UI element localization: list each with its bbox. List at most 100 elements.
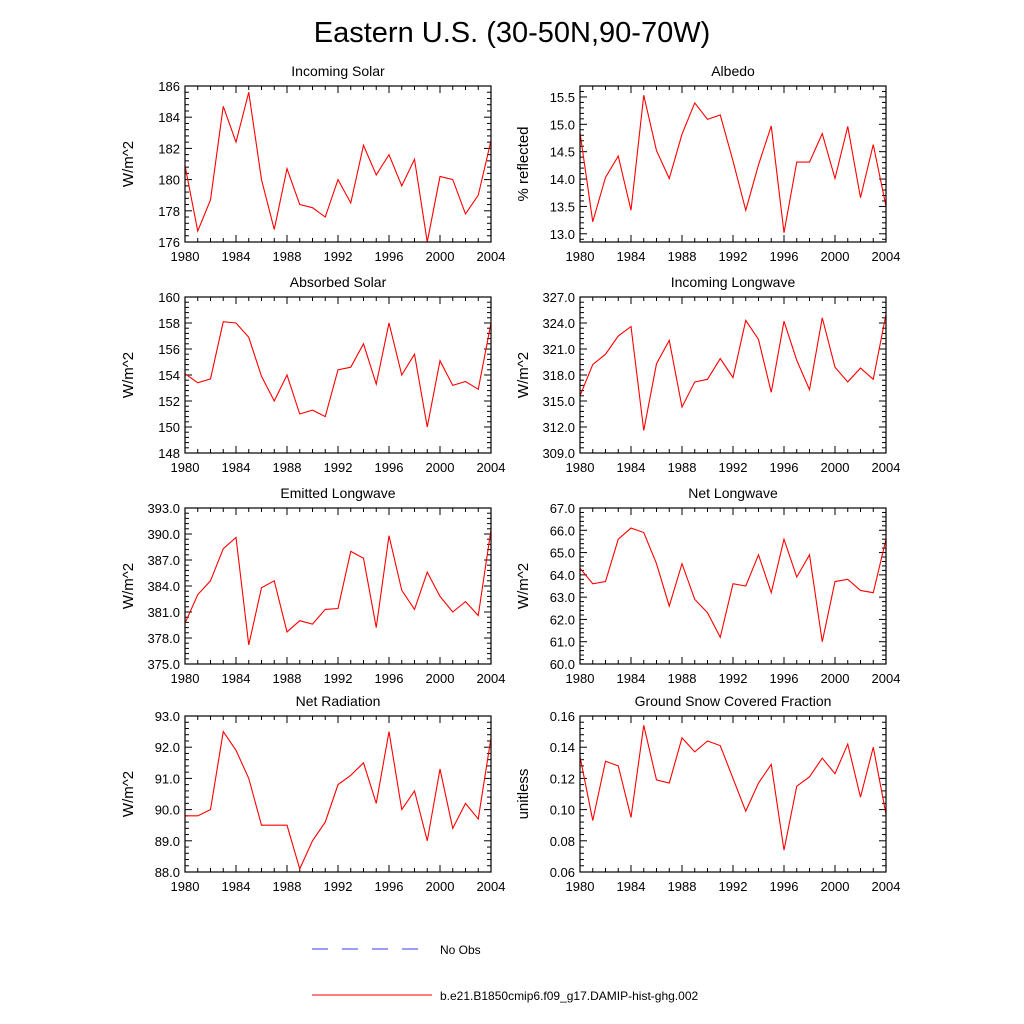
x-tick-label: 1980 xyxy=(171,460,200,475)
y-tick-label: 13.5 xyxy=(550,199,575,214)
plot-frame xyxy=(184,296,492,454)
y-axis-label: W/m^2 xyxy=(120,352,137,398)
x-tick-label: 2000 xyxy=(821,879,850,894)
x-tick-label: 1984 xyxy=(617,879,646,894)
y-tick-label: 66.0 xyxy=(550,523,575,538)
chart-panel: Incoming Solar W/m^2 1980 1984 1988 1992 1996 2… xyxy=(120,63,505,264)
y-tick-label: 152 xyxy=(158,394,180,409)
plot-frame xyxy=(579,85,887,243)
x-tick-label: 1980 xyxy=(566,460,595,475)
series-line xyxy=(185,730,492,871)
y-tick-label: 150 xyxy=(158,420,180,435)
plot-frame xyxy=(184,715,492,873)
legend: No Obs b.e21.B1850cmip6.f09_g17.DAMIP-hi… xyxy=(312,943,698,1003)
plot-frame xyxy=(184,85,492,243)
x-tick-label: 1988 xyxy=(668,879,697,894)
x-tick-label: 1988 xyxy=(273,460,302,475)
y-tick-label: 327.0 xyxy=(542,290,575,305)
y-axis-label: % reflected xyxy=(515,126,532,201)
y-tick-label: 321.0 xyxy=(542,342,575,357)
panel-title: Albedo xyxy=(711,63,755,79)
chart-panel: Emitted Longwave W/m^2 1980 1984 1988 1992 199… xyxy=(120,485,505,686)
y-tick-label: 65.0 xyxy=(550,546,575,561)
y-tick-label: 0.08 xyxy=(550,834,575,849)
x-tick-label: 1992 xyxy=(719,460,748,475)
x-tick-label: 1992 xyxy=(324,671,353,686)
x-tick-label: 1992 xyxy=(719,879,748,894)
y-axis-label: W/m^2 xyxy=(120,771,137,817)
x-tick-label: 1980 xyxy=(566,879,595,894)
y-axis-label: W/m^2 xyxy=(515,352,532,398)
y-tick-label: 91.0 xyxy=(155,771,180,786)
plot-frame xyxy=(579,507,887,665)
series-line xyxy=(184,529,492,646)
y-axis-label: W/m^2 xyxy=(120,141,137,187)
x-tick-label: 1996 xyxy=(770,460,799,475)
x-tick-label: 1988 xyxy=(273,671,302,686)
series-line xyxy=(579,527,887,642)
x-tick-label: 2000 xyxy=(821,249,850,264)
series-line xyxy=(579,725,887,851)
chart-panel: Albedo % reflected 1980 1984 1988 1992 1996 200… xyxy=(515,63,900,264)
series-line xyxy=(184,321,492,428)
plot-frame xyxy=(579,715,887,873)
y-axis-label: W/m^2 xyxy=(120,563,137,609)
series-line xyxy=(579,95,887,233)
y-tick-label: 315.0 xyxy=(542,394,575,409)
x-tick-label: 1980 xyxy=(566,249,595,264)
x-tick-label: 2000 xyxy=(426,460,455,475)
x-tick-label: 2000 xyxy=(426,879,455,894)
x-tick-label: 1984 xyxy=(222,460,251,475)
x-tick-label: 1996 xyxy=(375,879,404,894)
chart-panels: Incoming Solar W/m^2 1980 1984 1988 1992 1996 2… xyxy=(120,63,900,894)
legend-model-label: b.e21.B1850cmip6.f09_g17.DAMIP-hist-ghg.… xyxy=(440,989,698,1003)
figure-title: Eastern U.S. (30-50N,90-70W) xyxy=(314,17,710,49)
x-tick-label: 2000 xyxy=(426,249,455,264)
series-line xyxy=(184,92,492,243)
y-tick-label: 13.0 xyxy=(550,227,575,242)
x-tick-label: 1992 xyxy=(324,460,353,475)
y-tick-label: 312.0 xyxy=(542,420,575,435)
x-tick-label: 2004 xyxy=(477,879,506,894)
x-tick-label: 2000 xyxy=(821,671,850,686)
x-tick-label: 1988 xyxy=(668,671,697,686)
x-tick-label: 1980 xyxy=(171,879,200,894)
y-tick-label: 15.5 xyxy=(550,90,575,105)
x-tick-label: 1992 xyxy=(324,249,353,264)
panel-title: Incoming Solar xyxy=(291,63,385,79)
x-tick-label: 1984 xyxy=(222,671,251,686)
y-tick-label: 0.10 xyxy=(550,803,575,818)
y-tick-label: 15.0 xyxy=(550,117,575,132)
y-tick-label: 393.0 xyxy=(147,501,180,516)
x-tick-label: 2004 xyxy=(477,671,506,686)
y-tick-label: 62.0 xyxy=(550,612,575,627)
y-tick-label: 324.0 xyxy=(542,316,575,331)
chart-panel: Ground Snow Covered Fraction unitless 1980… xyxy=(515,693,900,894)
panel-title: Emitted Longwave xyxy=(280,485,395,501)
x-tick-label: 1984 xyxy=(222,879,251,894)
x-tick-label: 1980 xyxy=(171,249,200,264)
series-line xyxy=(579,314,887,431)
y-axis-label: unitless xyxy=(515,769,532,820)
x-tick-label: 2004 xyxy=(477,249,506,264)
y-tick-label: 154 xyxy=(158,368,180,383)
plot-frame xyxy=(184,507,492,665)
y-tick-label: 148 xyxy=(158,446,180,461)
panel-title: Absorbed Solar xyxy=(290,274,387,290)
panel-title: Net Longwave xyxy=(688,485,778,501)
y-tick-label: 0.14 xyxy=(550,740,575,755)
y-tick-label: 0.16 xyxy=(550,709,575,724)
y-tick-label: 182 xyxy=(158,141,180,156)
chart-panel: Absorbed Solar W/m^2 1980 1984 1988 1992 1996 2… xyxy=(120,274,505,475)
chart-panel: Net Longwave W/m^2 1980 1984 1988 1992 1996 200… xyxy=(515,485,900,686)
x-tick-label: 1996 xyxy=(375,671,404,686)
panel-title: Ground Snow Covered Fraction xyxy=(635,693,832,709)
x-tick-label: 1996 xyxy=(770,671,799,686)
x-tick-label: 1996 xyxy=(375,460,404,475)
y-tick-label: 88.0 xyxy=(155,865,180,880)
y-tick-label: 387.0 xyxy=(147,553,180,568)
x-tick-label: 1992 xyxy=(719,671,748,686)
panel-title: Incoming Longwave xyxy=(671,274,796,290)
x-tick-label: 2004 xyxy=(477,460,506,475)
y-tick-label: 61.0 xyxy=(550,635,575,650)
